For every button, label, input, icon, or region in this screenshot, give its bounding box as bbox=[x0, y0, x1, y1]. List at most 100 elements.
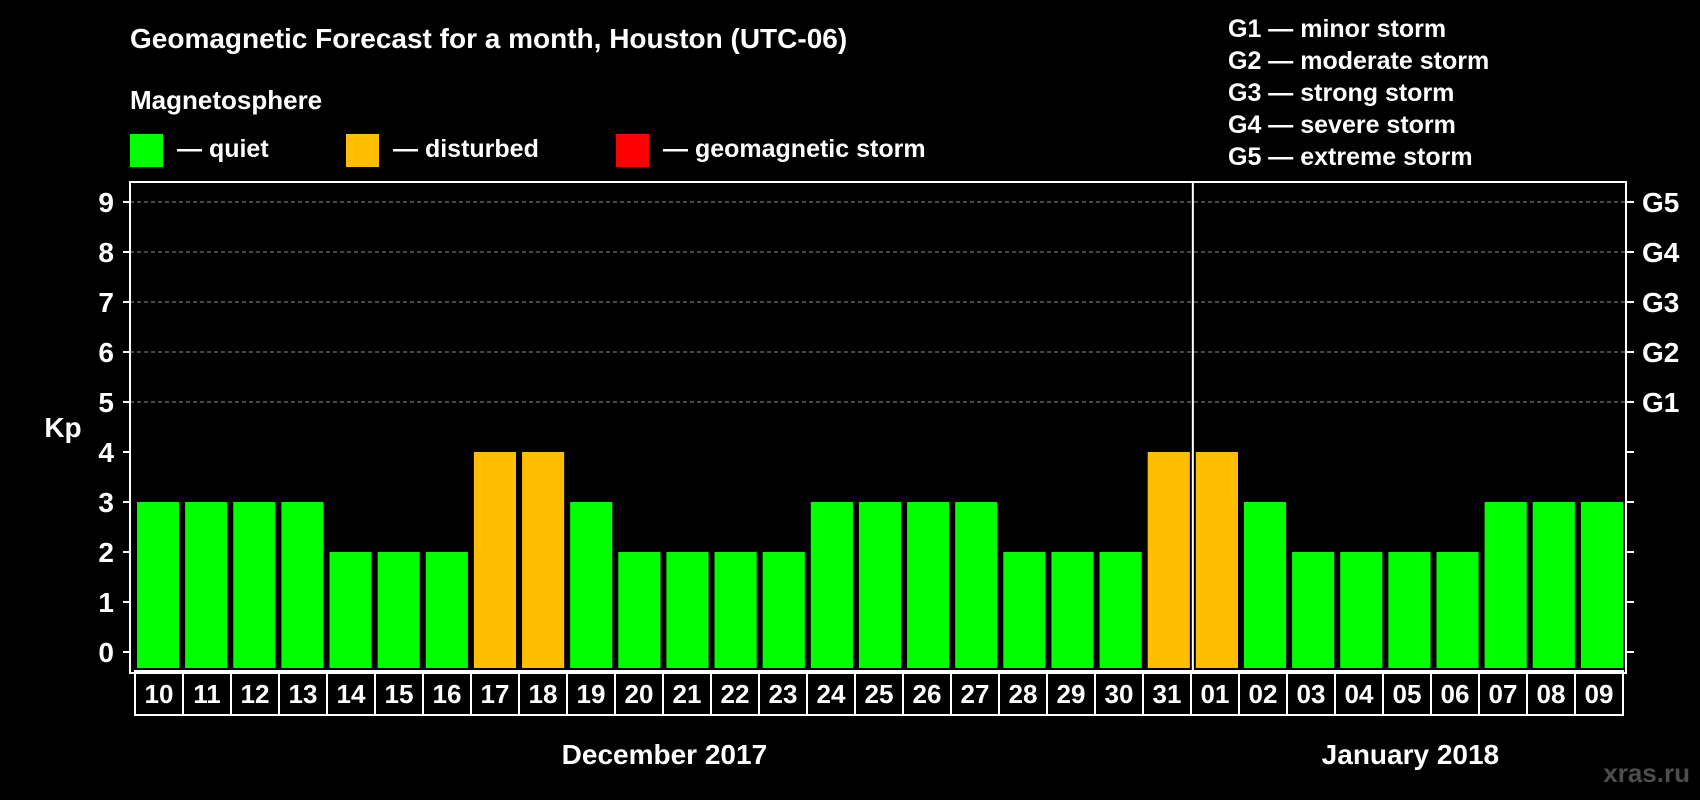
day-label: 14 bbox=[337, 679, 366, 709]
day-label: 07 bbox=[1489, 679, 1518, 709]
legend-label: — disturbed bbox=[393, 135, 539, 163]
day-label: 28 bbox=[1009, 679, 1038, 709]
bar-08 bbox=[1532, 502, 1575, 668]
day-label: 27 bbox=[961, 679, 990, 709]
day-label: 20 bbox=[625, 679, 654, 709]
bar-07 bbox=[1484, 502, 1527, 668]
bar-02 bbox=[1243, 502, 1287, 668]
y-tick-label: 2 bbox=[98, 537, 114, 568]
day-label: 10 bbox=[145, 679, 174, 709]
bar-06 bbox=[1436, 552, 1479, 668]
bar-12 bbox=[233, 502, 276, 668]
day-label-strip bbox=[134, 670, 1624, 716]
bar-20 bbox=[618, 552, 661, 668]
day-label: 29 bbox=[1057, 679, 1086, 709]
day-label: 17 bbox=[481, 679, 510, 709]
day-label: 06 bbox=[1441, 679, 1470, 709]
legend-swatch bbox=[346, 134, 379, 167]
bar-18 bbox=[522, 452, 565, 668]
storm-scale-item: G4 — severe storm bbox=[1228, 111, 1456, 139]
y-tick-label: 3 bbox=[98, 487, 114, 518]
bar-23 bbox=[762, 552, 805, 668]
bar-15 bbox=[377, 552, 420, 668]
y-axis: 0 1 2 3 4 5 6 7 8 9 bbox=[98, 187, 130, 668]
bar-28 bbox=[1003, 552, 1046, 668]
bar-29 bbox=[1051, 552, 1094, 668]
bar-14 bbox=[329, 552, 372, 668]
day-label: 04 bbox=[1345, 679, 1374, 709]
legend-label: — geomagnetic storm bbox=[663, 135, 926, 163]
y-tick-label: 0 bbox=[98, 637, 114, 668]
bar-05 bbox=[1388, 552, 1431, 668]
bar-24 bbox=[810, 502, 853, 668]
day-label: 13 bbox=[289, 679, 318, 709]
day-label: 08 bbox=[1537, 679, 1566, 709]
day-label: 19 bbox=[577, 679, 606, 709]
bar-09 bbox=[1580, 502, 1623, 668]
bar-25 bbox=[858, 502, 902, 668]
y-tick-label: 8 bbox=[98, 237, 114, 268]
storm-level-label: G1 bbox=[1642, 387, 1679, 418]
day-label: 09 bbox=[1585, 679, 1614, 709]
chart-title: Geomagnetic Forecast for a month, Housto… bbox=[130, 23, 847, 54]
storm-scale-item: G5 — extreme storm bbox=[1228, 143, 1473, 171]
day-label: 02 bbox=[1249, 679, 1278, 709]
day-label: 31 bbox=[1153, 679, 1182, 709]
bar-10 bbox=[137, 502, 180, 668]
bar-27 bbox=[955, 502, 998, 668]
bar-22 bbox=[714, 552, 757, 668]
day-label: 30 bbox=[1105, 679, 1134, 709]
legend-label: — quiet bbox=[177, 135, 269, 163]
month-label: January 2018 bbox=[1322, 739, 1499, 770]
day-label: 05 bbox=[1393, 679, 1422, 709]
plot-frame bbox=[129, 181, 1627, 674]
y-tick-label: 6 bbox=[98, 337, 114, 368]
bar-11 bbox=[185, 502, 228, 668]
y-tick-label: 9 bbox=[98, 187, 114, 218]
y-tick-label: 7 bbox=[98, 287, 114, 318]
x-axis: 10 11 12 13 14 15 16 17 18 19 20 21 22 23 24 25 26 27 28 29… bbox=[134, 670, 1624, 716]
day-label: 26 bbox=[913, 679, 942, 709]
storm-scale-item: G3 — strong storm bbox=[1228, 79, 1454, 107]
day-label: 24 bbox=[817, 679, 846, 709]
watermark: xras.ru bbox=[1603, 758, 1690, 788]
storm-level-axis: G1 G2 G3 G4 G5 bbox=[1626, 187, 1680, 653]
bar-01 bbox=[1195, 452, 1238, 668]
storm-level-label: G3 bbox=[1642, 287, 1679, 318]
y-tick-label: 5 bbox=[98, 387, 114, 418]
legend-swatch bbox=[616, 134, 649, 167]
bar-26 bbox=[907, 502, 950, 668]
day-label: 23 bbox=[769, 679, 798, 709]
storm-scale-item: G2 — moderate storm bbox=[1228, 47, 1489, 75]
storm-level-label: G5 bbox=[1642, 187, 1679, 218]
y-axis-label: Kp bbox=[44, 412, 81, 443]
bar-17 bbox=[473, 452, 517, 668]
bars bbox=[137, 182, 1623, 673]
bar-30 bbox=[1099, 552, 1142, 668]
day-label: 01 bbox=[1201, 679, 1230, 709]
bar-13 bbox=[281, 502, 324, 668]
storm-scale-legend: G1 — minor storm G2 — moderate storm G3 — … bbox=[1228, 15, 1489, 171]
day-label: 18 bbox=[529, 679, 558, 709]
legend-swatch bbox=[130, 134, 163, 167]
bar-04 bbox=[1340, 552, 1383, 668]
day-label: 25 bbox=[865, 679, 894, 709]
bar-16 bbox=[425, 552, 468, 668]
bar-03 bbox=[1292, 552, 1335, 668]
bar-21 bbox=[666, 552, 709, 668]
day-label: 22 bbox=[721, 679, 750, 709]
month-labels: December 2017 January 2018 bbox=[562, 739, 1499, 770]
day-label: 21 bbox=[673, 679, 702, 709]
y-tick-label: 1 bbox=[98, 587, 114, 618]
bar-31 bbox=[1147, 452, 1190, 668]
legend-heading: Magnetosphere bbox=[130, 85, 322, 115]
y-tick-label: 4 bbox=[98, 437, 114, 468]
day-label: 16 bbox=[433, 679, 462, 709]
day-label: 15 bbox=[385, 679, 414, 709]
day-label: 11 bbox=[193, 679, 221, 709]
storm-level-label: G4 bbox=[1642, 237, 1680, 268]
storm-level-label: G2 bbox=[1642, 337, 1679, 368]
bar-19 bbox=[570, 502, 613, 668]
month-label: December 2017 bbox=[562, 739, 767, 770]
